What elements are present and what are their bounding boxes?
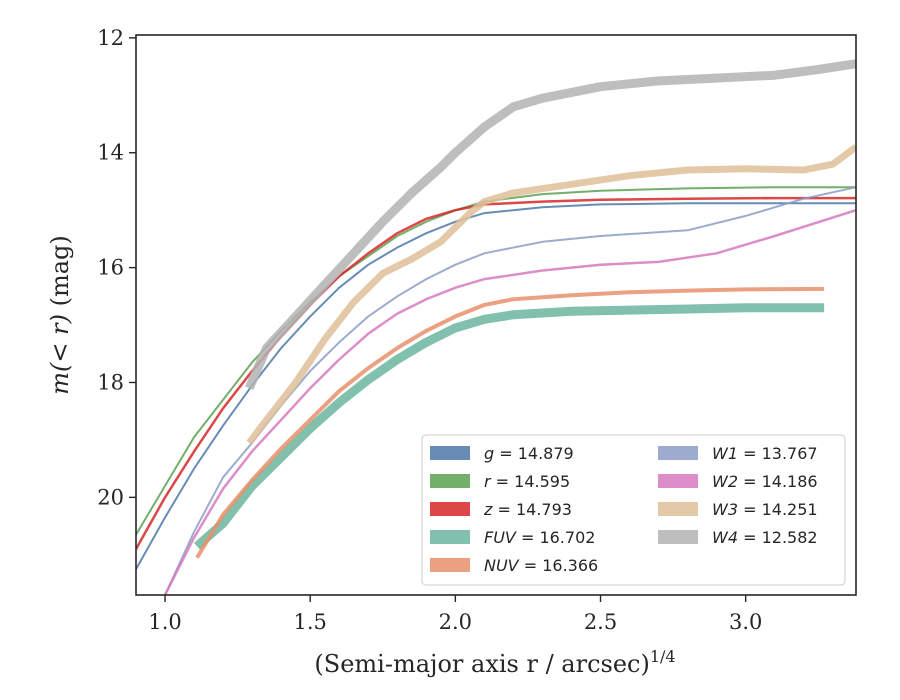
series-line-g (136, 202, 856, 570)
series-line-r (136, 186, 856, 536)
series-line-fuv (194, 303, 825, 550)
y-axis-title-space (46, 306, 74, 314)
legend-swatch-w3 (658, 502, 698, 516)
series-line-w4 (245, 59, 856, 390)
x-axis-title-superscript: 1/4 (650, 647, 676, 666)
axis-ticks: 1.0 1.5 2.0 2.5 3.0 12 14 16 18 20 (97, 26, 762, 634)
legend-frame (421, 434, 846, 586)
x-axis-title: (Semi-major axis r / arcsec)1/4 (314, 647, 675, 678)
y-tick-label: 18 (97, 370, 124, 394)
legend-swatch-fuv (430, 530, 470, 544)
y-tick-label: 16 (97, 256, 124, 280)
y-tick-label: 14 (97, 141, 124, 165)
series-line-nuv (195, 286, 825, 559)
legend-label-g: g = 14.879 (484, 444, 574, 463)
legend: g = 14.879 r = 14.595 z = 14.793 FUV = 16.7… (421, 434, 846, 586)
legend-label-w4: W4 = 12.582 (712, 528, 818, 547)
legend-swatch-r (430, 474, 470, 488)
y-tick-label: 12 (97, 26, 124, 50)
series-line-z (136, 196, 856, 550)
series-line-w2 (163, 209, 856, 595)
legend-swatch-w2 (658, 474, 698, 488)
y-axis-title: m(< r) (mag) (46, 235, 74, 395)
y-axis-title-unit: (mag) (46, 235, 74, 306)
y-axis-title-main: m(< r) (46, 314, 74, 395)
legend-label-fuv: FUV = 16.702 (484, 528, 595, 547)
y-tick-label: 20 (97, 485, 124, 509)
x-tick-label: 3.0 (729, 610, 762, 634)
plot-frame (135, 34, 857, 596)
legend-label-r: r = 14.595 (484, 472, 570, 491)
legend-label-z: z = 14.793 (483, 500, 572, 519)
legend-swatch-w4 (658, 530, 698, 544)
series-line-w3 (246, 144, 856, 445)
legend-swatch-nuv (430, 558, 470, 572)
x-tick-label: 2.5 (584, 610, 617, 634)
legend-swatch-z (430, 502, 470, 516)
series-layer (136, 59, 856, 595)
x-tick-label: 1.0 (148, 610, 181, 634)
legend-label-w3: W3 = 14.251 (712, 500, 818, 519)
x-tick-label: 2.0 (439, 610, 472, 634)
series-line-w1 (164, 186, 856, 595)
legend-label-w1: W1 = 13.767 (712, 444, 818, 463)
legend-label-nuv: NUV = 16.366 (484, 556, 598, 575)
legend-swatch-w1 (658, 446, 698, 460)
x-axis-title-text: (Semi-major axis r / arcsec) (314, 650, 649, 678)
legend-label-w2: W2 = 14.186 (712, 472, 818, 491)
x-tick-label: 1.5 (293, 610, 326, 634)
legend-items: g = 14.879 r = 14.595 z = 14.793 FUV = 16.7… (430, 444, 818, 575)
legend-swatch-g (430, 446, 470, 460)
